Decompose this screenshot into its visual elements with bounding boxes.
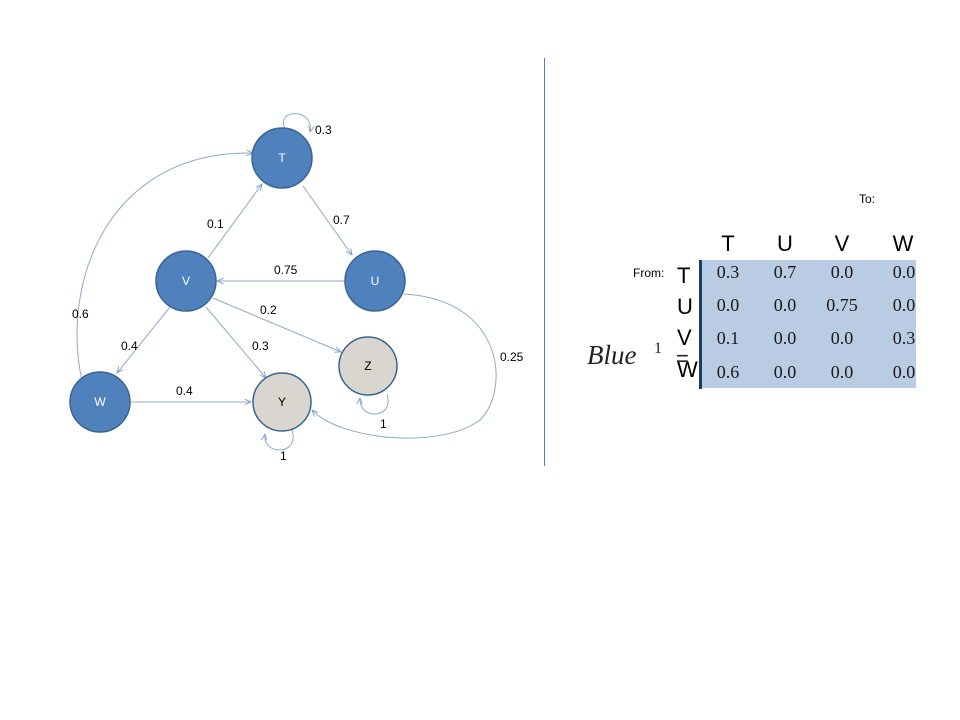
matrix-cell: 0.3 (716, 262, 740, 282)
matrix-cell: 0.0 (773, 295, 797, 315)
column-header-U: U (777, 231, 793, 256)
node-Z: Z (338, 336, 398, 396)
row-header-T: T (677, 263, 691, 288)
matrix-cell: 0.7 (773, 262, 797, 282)
self-loop-Z (360, 393, 389, 415)
svg-text:T: T (278, 151, 286, 165)
equals-sign: = (676, 346, 689, 371)
node-W: W (69, 371, 131, 433)
edge-label-U-V: 0.75 (274, 263, 298, 277)
matrix-cell: 0.75 (826, 295, 858, 315)
markov-graph: 0.3 0.7 0.1 0.75 0.2 0.3 0.4 0.6 0.4 0.2… (69, 113, 524, 463)
edge-label-U-Y: 0.25 (500, 350, 524, 364)
edge-label-V-Z: 0.2 (260, 303, 277, 317)
matrix-cell: 0.6 (716, 362, 740, 382)
matrix-cell: 0.0 (830, 328, 854, 348)
edge-W-T (76, 153, 253, 382)
divider-line (544, 58, 545, 466)
node-U: U (344, 250, 406, 312)
matrix-body (700, 260, 916, 388)
svg-text:Y: Y (278, 395, 286, 409)
edge-U-Y (312, 293, 497, 439)
edge-T-U (302, 185, 352, 255)
node-T: T (251, 127, 313, 189)
matrix-cell: 0.1 (716, 328, 740, 348)
edge-label-Y-Y: 1 (280, 449, 287, 463)
column-header-W: W (892, 231, 914, 256)
matrix-superscript: 1 (654, 340, 662, 357)
edge-label-W-Y: 0.4 (176, 384, 193, 398)
row-header-W: W (677, 357, 698, 382)
column-header-V: V (834, 231, 850, 256)
from-label: From: (633, 266, 665, 280)
matrix-bracket (699, 260, 702, 389)
node-V: V (155, 250, 217, 312)
matrix-cell: 0.3 (892, 328, 916, 348)
svg-text:W: W (94, 395, 106, 409)
edge-label-V-T: 0.1 (207, 217, 224, 231)
matrix-cell: 0.0 (716, 295, 740, 315)
edge-label-T-U: 0.7 (333, 213, 350, 227)
matrix-cell: 0.0 (830, 362, 854, 382)
svg-text:U: U (371, 274, 380, 288)
edge-V-Z (212, 297, 341, 352)
edge-V-T (207, 184, 262, 259)
edge-label-Z-Z: 1 (380, 417, 387, 431)
matrix-cell: 0.0 (830, 262, 854, 282)
edge-label-T-T: 0.3 (315, 123, 332, 137)
matrix-cell: 0.0 (892, 295, 916, 315)
edge-label-V-Y: 0.3 (252, 339, 269, 353)
column-header-T: T (721, 231, 735, 256)
matrix-cell: 0.0 (892, 262, 916, 282)
self-loop-Y (265, 429, 294, 451)
matrix-cell: 0.0 (773, 328, 797, 348)
matrix-name: Blue (587, 340, 637, 370)
edge-label-W-T: 0.6 (72, 307, 89, 321)
node-Y: Y (252, 372, 312, 432)
self-loop-T (282, 113, 310, 132)
matrix-cell: 0.0 (773, 362, 797, 382)
row-header-U: U (677, 294, 693, 319)
row-header-V: V (677, 325, 692, 350)
matrix-cell: 0.0 (892, 362, 916, 382)
to-label: To: (859, 192, 876, 206)
edge-label-V-W: 0.4 (121, 339, 138, 353)
edge-V-W (117, 306, 171, 373)
svg-text:Z: Z (364, 359, 371, 373)
edge-V-Y (205, 306, 266, 378)
svg-text:V: V (182, 274, 190, 288)
